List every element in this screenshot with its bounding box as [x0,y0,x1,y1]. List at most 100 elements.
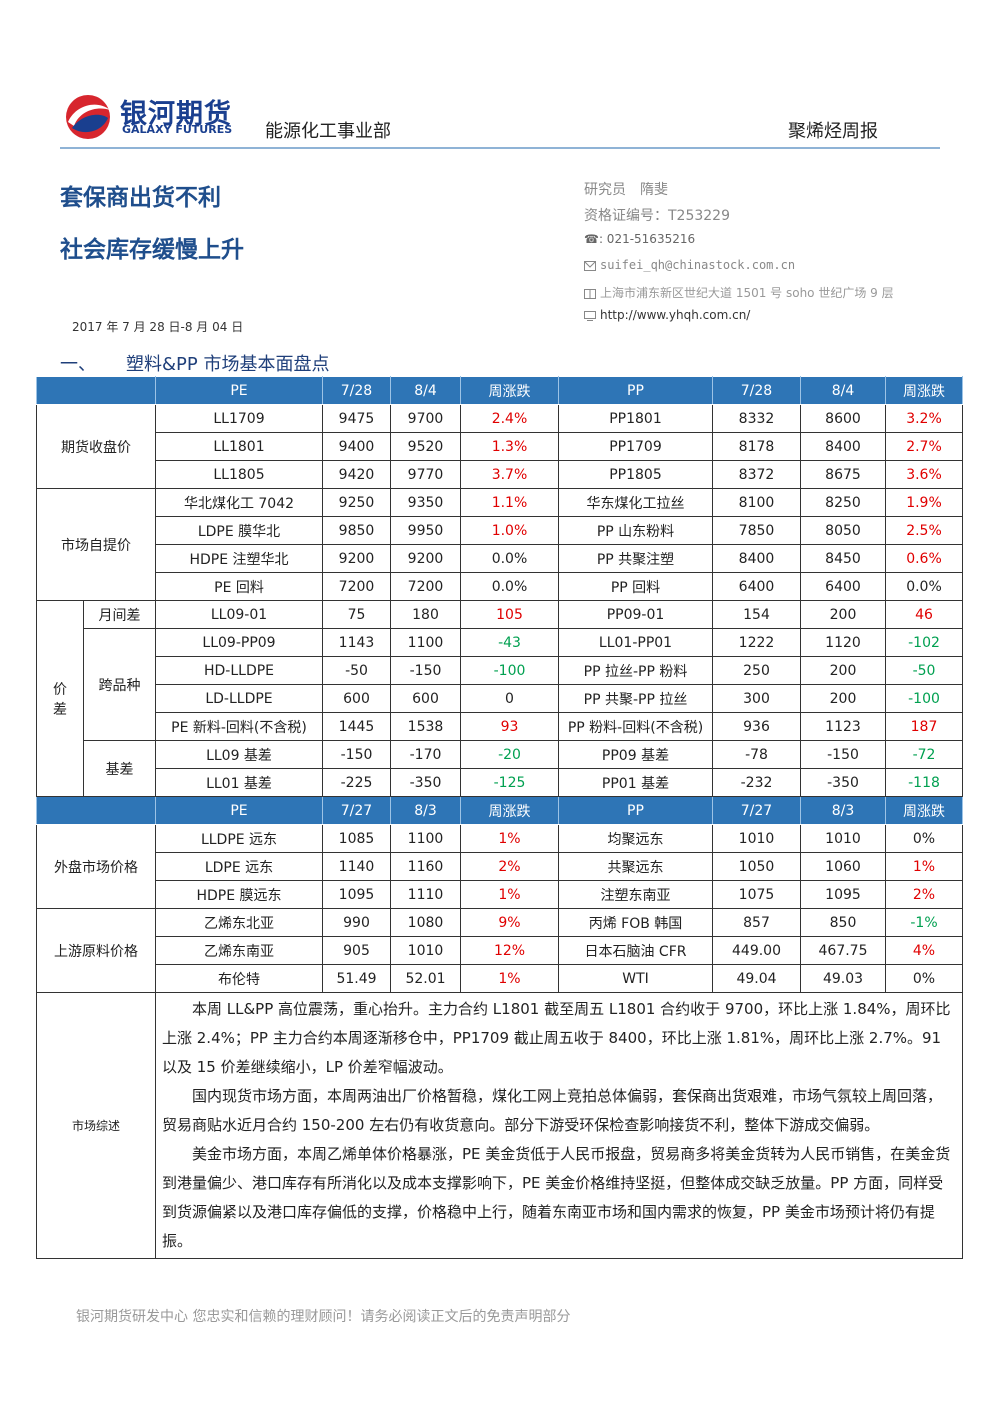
footer: 银河期货研发中心 您忠实和信赖的理财顾问！请务必阅读正文后的免责声明部分 [76,1309,571,1325]
logo-subtext: GALAXY FUTURES [122,123,233,136]
section-heading: 一、 塑料&PP 市场基本面盘点 [60,350,359,376]
report-name: 聚烯烃周报 [788,121,878,142]
row: PE 新料-回料(不含税) 1445 1538 93 PP 粉料-回料(不含税) 936 1… [37,712,963,741]
cell: 93 [460,712,559,741]
row: 市场自提价 华北煤化工 7042 9250 9350 1.1% 华东煤化工拉丝 8100 82… [36,488,963,601]
section-number: 一、 [60,354,96,375]
cell: 9250 [322,488,391,517]
cell: 200 [800,600,886,629]
title: 社会库存缓慢上升 [60,237,244,263]
cell: 1075 [712,880,801,909]
cell: -100 [885,684,963,713]
cell: 0.0% [460,572,559,601]
cell: PP01 基差 [558,768,713,797]
row: LL1805 9420 9770 3.7% PP1805 8372 8675 3.6% [37,460,963,489]
paragraph: 美金市场方面，本周乙烯单体价格暴涨，PE 美金货低于人民币报盘，贸易商多将美金货… [162,1145,951,1250]
cell: 936 [712,712,801,741]
cell: 467.75 [800,936,886,965]
cell: 105 [460,600,559,629]
cell: 0% [885,824,963,853]
cell: 46 [885,600,963,629]
book-icon [584,288,596,299]
summary-text: 本周 LL&PP 高位震荡，重心抬升。主力合约 L1801 截至周五 L1801… [155,992,963,1259]
cell: -150 [322,740,391,769]
header-cell: PP [558,796,713,825]
cell: -100 [460,656,559,685]
logo-mark [66,95,110,139]
cell: 600 [322,684,391,713]
cell: WTI [558,964,713,993]
header-cell: 7/28 [322,376,391,405]
cell: 9770 [390,460,461,489]
cell: -50 [322,656,391,685]
cell: -350 [390,768,461,797]
cell: -1% [885,908,963,937]
cell: 乙烯东北亚 [155,908,323,937]
cell: 7850 [712,516,801,545]
cell: LL09-01 [155,600,323,629]
cell: 1% [885,852,963,881]
cell: PP09 基差 [558,740,713,769]
cell: 9400 [322,432,391,461]
cell: -78 [712,740,801,769]
cell: 1222 [712,628,801,657]
cell: 0.0% [885,572,963,601]
cell: 75 [322,600,391,629]
cell: 9520 [390,432,461,461]
cell: 449.00 [712,936,801,965]
subgroup-label: 基差 [83,740,156,797]
cell: 1100 [390,824,461,853]
cell: 1110 [390,880,461,909]
cell: 6400 [800,572,886,601]
cell: 2.5% [885,516,963,545]
cell: 0.0% [460,544,559,573]
row: LL01 基差 -225 -350 -125 PP01 基差 -232 -350 -118 [37,768,963,797]
cell: 187 [885,712,963,741]
cell: 9200 [322,544,391,573]
header-row: PE 7/28 8/4 周涨跌 PP 7/28 8/4 周涨跌 [36,376,963,405]
cell: -50 [885,656,963,685]
cell: 3.6% [885,460,963,489]
cell: PP1805 [558,460,713,489]
cell: LL01-PP01 [558,628,713,657]
row: 布伦特 51.49 52.01 1% WTI 49.04 49.03 0% [37,964,963,993]
cell: 1% [460,880,559,909]
cell: 1100 [390,628,461,657]
cell: 9200 [390,544,461,573]
cell: 250 [712,656,801,685]
cell: 华北煤化工 7042 [155,488,323,517]
cell: 49.04 [712,964,801,993]
cell: PP1709 [558,432,713,461]
row: LL1801 9400 9520 1.3% PP1709 8178 8400 2.7% [37,432,963,461]
row: 价差 月间差 LL09-01 75 180 105 PP09-01 154 200 46 [36,600,963,797]
header-cell: 7/27 [322,796,391,825]
header-cell: 7/28 [712,376,801,405]
cell: LL01 基差 [155,768,323,797]
cell: 9475 [322,404,391,433]
cell: 1120 [800,628,886,657]
cell: -150 [800,740,886,769]
cell: 154 [712,600,801,629]
group-label: 期货收盘价 [36,404,156,489]
cell: 51.49 [322,964,391,993]
cell: -72 [885,740,963,769]
summary-label: 市场综述 [36,992,156,1259]
cell: 12% [460,936,559,965]
cell: 布伦特 [155,964,323,993]
cell: 8400 [712,544,801,573]
paragraph: 本周 LL&PP 高位震荡，重心抬升。主力合约 L1801 截至周五 L1801… [162,1000,951,1076]
cell: 8600 [800,404,886,433]
cell: 1095 [800,880,886,909]
cell: 905 [322,936,391,965]
header-cell: 8/3 [390,796,461,825]
cell: 1160 [390,852,461,881]
cell: HDPE 注塑华北 [155,544,323,573]
cell: PP 共聚-PP 拉丝 [558,684,713,713]
cell: 857 [712,908,801,937]
cell: 1% [460,824,559,853]
cell: 8450 [800,544,886,573]
row: 跨品种 LL09-PP09 1143 1100 -43 LL01-PP01 1222 1120… [37,628,963,741]
row: 基差 LL09 基差 -150 -170 -20 PP09 基差 -78 -150 -72 [37,740,963,797]
cell: 2.7% [885,432,963,461]
pc-icon [584,310,596,321]
